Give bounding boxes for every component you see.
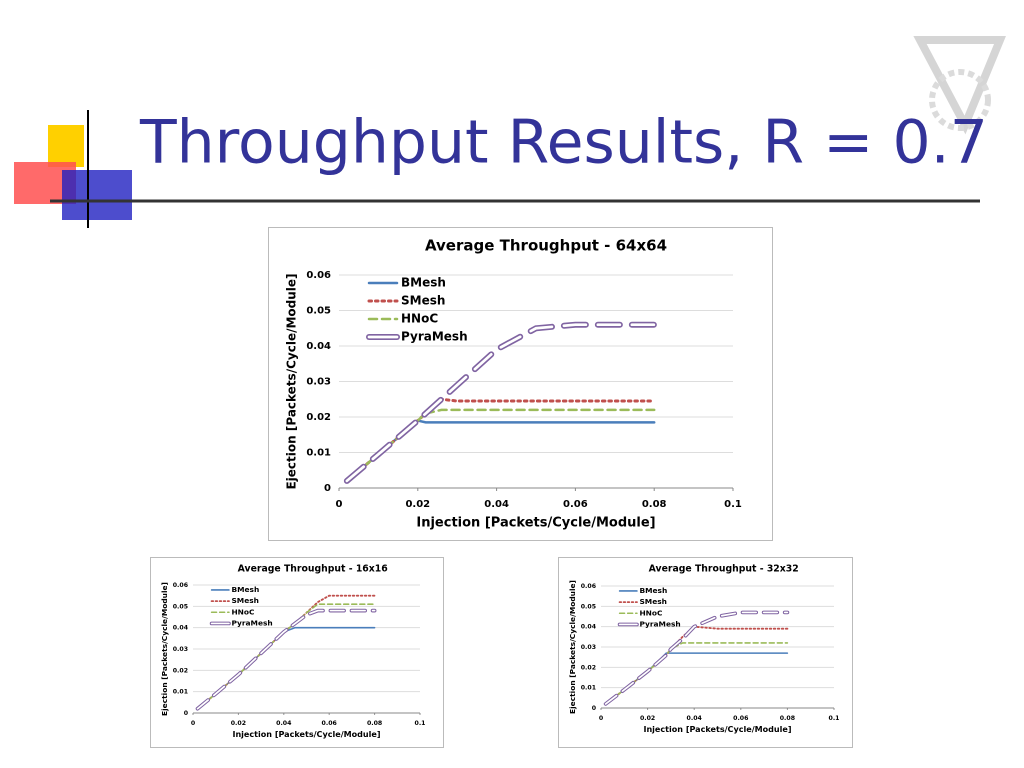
y-tick-label: 0.05: [306, 306, 331, 317]
x-tick-label: 0.08: [642, 499, 667, 510]
chart: Average Throughput - 16x16 0 0.01 0.02 0.03 0…: [150, 557, 444, 748]
x-tick-label: 0.08: [367, 720, 382, 727]
chart: Average Throughput - 64x64 0 0.01 0.02 0.03 0…: [268, 227, 773, 541]
y-tick-label: 0.05: [581, 603, 596, 610]
chart-title: Average Throughput - 16x16: [238, 563, 388, 574]
legend-label: PyraMesh: [639, 619, 680, 628]
legend-label: SMesh: [401, 294, 445, 308]
x-tick-label: 0.06: [733, 715, 748, 722]
legend-label: PyraMesh: [231, 618, 272, 627]
series-line-inner: [345, 323, 656, 483]
chart-frame: [150, 557, 444, 748]
y-tick-label: 0.02: [306, 412, 331, 423]
logo: [913, 36, 1006, 135]
legend-label: HNoC: [231, 607, 254, 616]
y-tick-label: 0.04: [173, 625, 189, 632]
y-axis-label: Ejection [Packets/Cycle/Module]: [568, 580, 577, 714]
x-tick-label: 0.1: [724, 499, 742, 510]
x-tick-label: 0.02: [231, 720, 246, 727]
legend-label: BMesh: [639, 586, 667, 595]
slide-title: Throughput Results, R = 0.7: [139, 108, 988, 178]
y-tick-label: 0.06: [173, 582, 188, 589]
y-tick-label: 0.03: [173, 646, 188, 653]
y-tick-label: 0.03: [306, 377, 331, 388]
y-tick-label: 0.06: [581, 583, 596, 590]
y-tick-label: 0.01: [581, 685, 596, 692]
y-axis-label: Ejection [Packets/Cycle/Module]: [160, 582, 169, 716]
x-tick-label: 0.1: [415, 720, 426, 727]
legend-label: BMesh: [401, 276, 446, 290]
x-tick-label: 0.04: [687, 715, 703, 722]
y-tick-label: 0.02: [581, 664, 596, 671]
x-tick-label: 0.06: [322, 720, 337, 727]
y-tick-label: 0.04: [306, 341, 331, 352]
chart-title: Average Throughput - 32x32: [649, 563, 799, 574]
legend-label: BMesh: [231, 585, 259, 594]
y-tick-label: 0.01: [173, 689, 188, 696]
legend-label: HNoC: [639, 608, 662, 617]
y-tick-label: 0.03: [581, 644, 596, 651]
deco-square: [62, 170, 132, 220]
y-tick-label: 0.01: [306, 448, 331, 459]
y-tick-label: 0: [592, 705, 597, 712]
x-tick-label: 0: [191, 720, 196, 727]
y-tick-label: 0: [184, 710, 189, 717]
x-tick-label: 0.04: [484, 499, 509, 510]
x-axis-label: Injection [Packets/Cycle/Module]: [416, 516, 655, 531]
x-tick-label: 0: [336, 499, 343, 510]
x-axis-label: Injection [Packets/Cycle/Module]: [643, 725, 791, 734]
series-line: [604, 625, 789, 705]
y-tick-label: 0: [324, 483, 331, 494]
y-axis-label: Ejection [Packets/Cycle/Module]: [285, 273, 299, 489]
series-line-inner: [196, 609, 376, 710]
y-tick-label: 0.06: [306, 270, 331, 281]
x-tick-label: 0.02: [640, 715, 655, 722]
legend-label: SMesh: [639, 597, 667, 606]
chart: Average Throughput - 32x32 0 0.01 0.02 0.03 0…: [558, 557, 853, 748]
x-tick-label: 0.1: [829, 715, 840, 722]
chart-title: Average Throughput - 64x64: [425, 237, 667, 255]
x-axis-label: Injection [Packets/Cycle/Module]: [232, 730, 380, 739]
x-tick-label: 0.02: [405, 499, 430, 510]
x-tick-label: 0.08: [780, 715, 795, 722]
x-tick-label: 0.04: [276, 720, 292, 727]
series-line: [345, 408, 656, 483]
legend-label: SMesh: [231, 596, 259, 605]
x-tick-label: 0: [599, 715, 604, 722]
x-tick-label: 0.06: [563, 499, 588, 510]
y-tick-label: 0.02: [173, 667, 188, 674]
deco-square: [48, 125, 84, 167]
y-tick-label: 0.04: [581, 624, 597, 631]
chart-frame: [268, 227, 773, 541]
series-line: [345, 397, 656, 483]
series-line-inner: [604, 611, 789, 705]
y-tick-label: 0.05: [173, 603, 188, 610]
legend-label: PyraMesh: [401, 330, 468, 344]
legend-label: HNoC: [401, 312, 438, 326]
